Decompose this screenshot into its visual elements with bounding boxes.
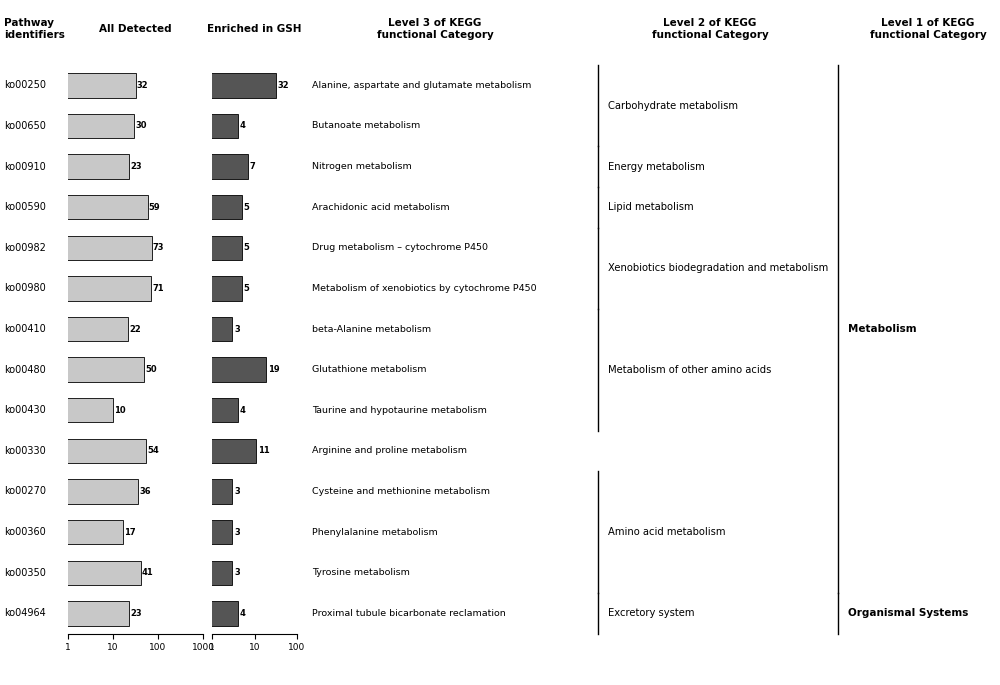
Text: 73: 73 — [153, 243, 164, 252]
Text: ko00330: ko00330 — [4, 446, 46, 456]
Text: 22: 22 — [130, 325, 141, 334]
Text: 4: 4 — [239, 121, 245, 130]
Bar — [0, 154, 129, 179]
Text: Proximal tubule bicarbonate reclamation: Proximal tubule bicarbonate reclamation — [312, 609, 506, 618]
Bar — [0, 560, 232, 585]
Text: 3: 3 — [234, 487, 240, 496]
Text: Alanine, aspartate and glutamate metabolism: Alanine, aspartate and glutamate metabol… — [312, 81, 531, 90]
Bar — [0, 398, 238, 423]
Text: Pathway
identifiers: Pathway identifiers — [4, 18, 65, 40]
Bar — [0, 276, 242, 301]
Text: ko00650: ko00650 — [4, 121, 46, 131]
Text: Enriched in GSH: Enriched in GSH — [207, 24, 302, 34]
Bar — [0, 236, 242, 260]
Text: Glutathione metabolism: Glutathione metabolism — [312, 365, 426, 374]
Text: Organismal Systems: Organismal Systems — [848, 608, 968, 619]
Text: 7: 7 — [250, 162, 255, 171]
Text: Amino acid metabolism: Amino acid metabolism — [608, 527, 726, 537]
Text: 5: 5 — [243, 284, 249, 293]
Text: beta-Alanine metabolism: beta-Alanine metabolism — [312, 325, 431, 334]
Text: 3: 3 — [234, 569, 240, 577]
Text: Drug metabolism – cytochrome P450: Drug metabolism – cytochrome P450 — [312, 243, 488, 252]
Bar — [0, 479, 232, 503]
Text: 50: 50 — [146, 365, 157, 374]
Text: ko00590: ko00590 — [4, 202, 46, 212]
Text: 17: 17 — [125, 527, 136, 536]
Text: Level 3 of KEGG
functional Category: Level 3 of KEGG functional Category — [377, 18, 493, 40]
Bar — [0, 195, 148, 219]
Text: 4: 4 — [239, 609, 245, 618]
Text: 10: 10 — [114, 406, 126, 414]
Text: Cysteine and methionine metabolism: Cysteine and methionine metabolism — [312, 487, 490, 496]
Text: Nitrogen metabolism: Nitrogen metabolism — [312, 162, 412, 171]
Text: 5: 5 — [243, 243, 249, 252]
Text: 23: 23 — [130, 162, 142, 171]
Text: 3: 3 — [234, 527, 240, 536]
Bar — [0, 438, 256, 463]
Text: Metabolism of other amino acids: Metabolism of other amino acids — [608, 364, 771, 375]
Text: Level 2 of KEGG
functional Category: Level 2 of KEGG functional Category — [652, 18, 768, 40]
Bar — [0, 520, 232, 545]
Text: 4: 4 — [239, 406, 245, 414]
Text: Metabolism of xenobiotics by cytochrome P450: Metabolism of xenobiotics by cytochrome … — [312, 284, 537, 293]
Bar — [0, 479, 138, 503]
Bar — [0, 236, 152, 260]
Bar — [0, 601, 129, 625]
Text: 32: 32 — [278, 81, 289, 90]
Text: Lipid metabolism: Lipid metabolism — [608, 202, 694, 212]
Text: ko00480: ko00480 — [4, 364, 46, 375]
Text: Xenobiotics biodegradation and metabolism: Xenobiotics biodegradation and metabolis… — [608, 263, 828, 273]
Text: 5: 5 — [243, 203, 249, 212]
Text: Butanoate metabolism: Butanoate metabolism — [312, 121, 420, 130]
Text: 32: 32 — [137, 81, 148, 90]
Bar — [0, 438, 146, 463]
Text: Arginine and proline metabolism: Arginine and proline metabolism — [312, 447, 467, 456]
Bar — [0, 520, 123, 545]
Bar — [0, 601, 238, 625]
Text: 30: 30 — [136, 121, 147, 130]
Bar — [0, 114, 238, 138]
Text: ko04964: ko04964 — [4, 608, 46, 619]
Text: ko00430: ko00430 — [4, 406, 46, 415]
Text: 19: 19 — [268, 365, 280, 374]
Text: ko00910: ko00910 — [4, 162, 46, 172]
Bar — [0, 317, 232, 341]
Text: Phenylalanine metabolism: Phenylalanine metabolism — [312, 527, 438, 536]
Text: ko00350: ko00350 — [4, 568, 46, 577]
Text: 23: 23 — [130, 609, 142, 618]
Text: Carbohydrate metabolism: Carbohydrate metabolism — [608, 101, 738, 111]
Text: Excretory system: Excretory system — [608, 608, 694, 619]
Text: ko00410: ko00410 — [4, 324, 46, 334]
Text: Arachidonic acid metabolism: Arachidonic acid metabolism — [312, 203, 450, 212]
Text: ko00270: ko00270 — [4, 486, 46, 497]
Text: Metabolism: Metabolism — [848, 324, 917, 334]
Text: Level 1 of KEGG
functional Category: Level 1 of KEGG functional Category — [870, 18, 986, 40]
Text: ko00980: ko00980 — [4, 284, 46, 293]
Bar — [0, 398, 113, 423]
Bar — [0, 195, 242, 219]
Bar — [0, 73, 276, 97]
Text: Energy metabolism: Energy metabolism — [608, 162, 705, 172]
Text: Tyrosine metabolism: Tyrosine metabolism — [312, 569, 410, 577]
Text: ko00982: ko00982 — [4, 242, 46, 253]
Bar — [0, 276, 151, 301]
Text: 36: 36 — [139, 487, 151, 496]
Bar — [0, 358, 144, 382]
Text: ko00360: ko00360 — [4, 527, 46, 537]
Text: 41: 41 — [142, 569, 153, 577]
Bar — [0, 317, 128, 341]
Text: 3: 3 — [234, 325, 240, 334]
Text: All Detected: All Detected — [99, 24, 172, 34]
Text: Taurine and hypotaurine metabolism: Taurine and hypotaurine metabolism — [312, 406, 487, 414]
Bar — [0, 560, 141, 585]
Bar — [0, 358, 266, 382]
Text: 54: 54 — [147, 447, 159, 456]
Text: 11: 11 — [258, 447, 270, 456]
Text: 59: 59 — [149, 203, 160, 212]
Bar — [0, 154, 248, 179]
Text: ko00250: ko00250 — [4, 80, 46, 90]
Bar — [0, 114, 134, 138]
Text: 71: 71 — [152, 284, 164, 293]
Bar — [0, 73, 136, 97]
